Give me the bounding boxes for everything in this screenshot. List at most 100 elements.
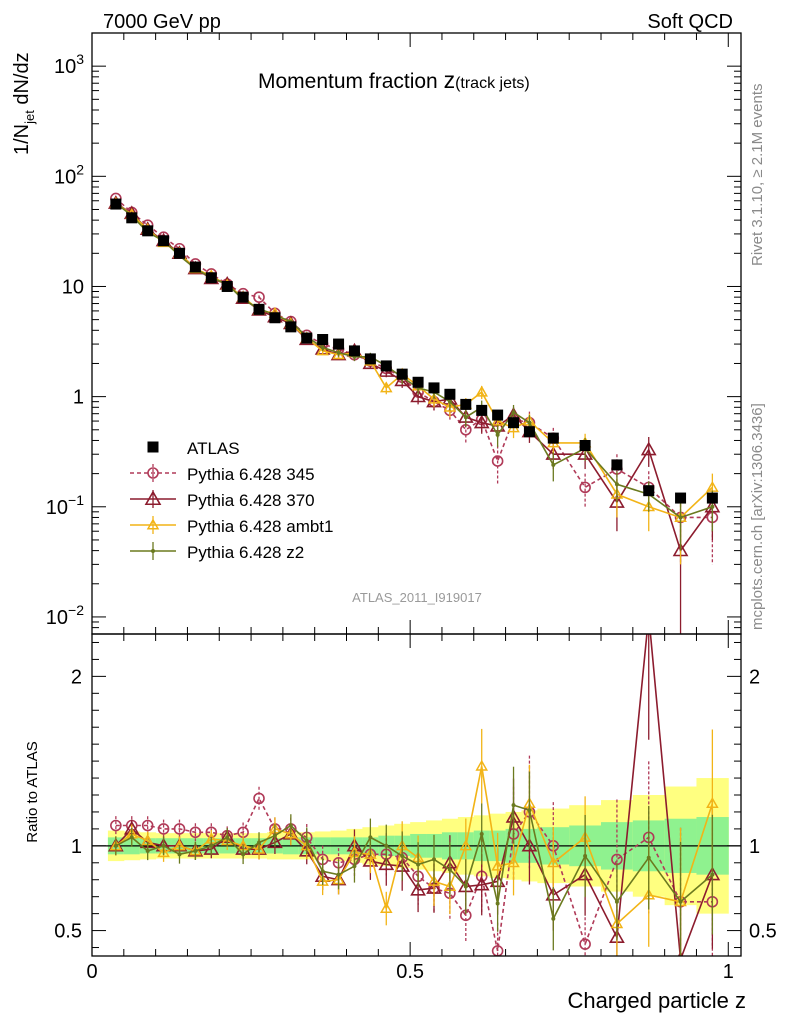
x-tick-label-2: 1 xyxy=(723,961,734,983)
main-mark-3-23 xyxy=(475,385,489,397)
ratio-mark-1-17 xyxy=(378,856,395,871)
ratio-mark-3-32 xyxy=(710,872,715,877)
main-line-1 xyxy=(115,197,713,519)
main-y-label-suffix: dN/dz xyxy=(11,52,33,110)
legend-label-0: ATLAS xyxy=(187,439,240,458)
main-mark-atlas-15 xyxy=(348,345,360,357)
legend-marker-1 xyxy=(147,467,159,479)
main-mark-atlas-7 xyxy=(221,280,233,292)
main-y-label-prefix: 1/N xyxy=(11,124,33,155)
main-mark-atlas-2 xyxy=(142,225,154,237)
ratio-mark-2-25 xyxy=(507,856,520,868)
ratio-axes: 0.5 0.51 12 20 0.5 1 xyxy=(54,633,777,983)
main-mark-atlas-13 xyxy=(317,334,329,346)
ratio-mark-0-5 xyxy=(189,826,202,839)
main-mark-3-21 xyxy=(443,400,457,412)
ratio-mark-3-12 xyxy=(304,838,309,843)
legend-label-3: Pythia 6.428 ambt1 xyxy=(187,517,333,536)
main-ytick-label-0: 10−2 xyxy=(46,602,84,629)
ratio-mark-3-9 xyxy=(257,840,262,845)
ratio-mark-3-14 xyxy=(336,872,341,877)
ratio-mark-3-6 xyxy=(209,843,214,848)
main-ytick-base-4: 10 xyxy=(54,166,76,188)
main-mark-3-17 xyxy=(379,381,393,393)
rivet-label: Rivet 3.1.10, ≥ 2.1M events xyxy=(749,84,766,267)
ratio-mark-3-4 xyxy=(177,852,182,857)
main-mark-atlas-18 xyxy=(396,368,408,380)
ratio-mark-2-9 xyxy=(252,842,266,854)
main-mark-4-25 xyxy=(511,410,516,415)
main-mark-3-13 xyxy=(316,344,329,356)
header-category: Soft QCD xyxy=(647,11,733,33)
main-mark-atlas-28 xyxy=(579,440,591,452)
ratio-mark-2-24 xyxy=(491,859,504,871)
ratio-ytick-label-r-1: 1 xyxy=(749,836,760,858)
main-mark-4-24 xyxy=(495,432,500,437)
main-mark-atlas-29 xyxy=(611,459,623,471)
main-mark-atlas-10 xyxy=(269,312,281,324)
ratio-mark-3-11 xyxy=(288,823,293,828)
ratio-mark-0-2 xyxy=(141,819,154,832)
main-mark-atlas-30 xyxy=(643,485,655,497)
main-mark-atlas-6 xyxy=(205,272,217,284)
ratio-mark-3-3 xyxy=(161,843,166,848)
main-ytick-exp-4: 2 xyxy=(76,161,84,177)
ratio-mark-3-19 xyxy=(416,862,421,867)
ratio-mark-2-11 xyxy=(284,827,298,839)
ratio-mark-1-19 xyxy=(410,881,426,896)
main-mark-atlas-32 xyxy=(706,492,718,504)
x-tick-label-1: 0.5 xyxy=(396,961,424,983)
main-mark-4-14 xyxy=(336,350,341,355)
main-mark-4-13 xyxy=(320,345,325,350)
main-mark-atlas-21 xyxy=(444,388,456,400)
main-title-variable: z xyxy=(444,67,456,93)
ratio-mark-3-26 xyxy=(527,808,532,813)
main-ytick-label-1: 10−1 xyxy=(46,492,84,519)
ratio-ytick-label-r-0: 0.5 xyxy=(749,921,777,943)
main-title: Momentum fraction z(track jets) xyxy=(258,67,530,93)
ratio-mark-2-20 xyxy=(427,874,441,886)
main-mark-atlas-20 xyxy=(428,382,440,394)
main-mark-atlas-23 xyxy=(476,404,488,416)
ratio-mark-3-30 xyxy=(646,855,651,860)
main-ytick-label-4: 102 xyxy=(54,161,84,188)
main-series-layer xyxy=(107,192,721,634)
ratio-mark-3-5 xyxy=(193,848,198,853)
main-ytick-label-5: 103 xyxy=(54,51,84,78)
main-mark-atlas-26 xyxy=(523,426,535,438)
ratio-mark-0-9 xyxy=(253,792,265,805)
ratio-mark-0-4 xyxy=(173,823,186,835)
main-mark-3-20 xyxy=(427,392,441,404)
main-mark-atlas-0 xyxy=(110,198,122,210)
ratio-mark-2-17 xyxy=(379,902,393,914)
ratio-panel xyxy=(92,778,741,914)
main-mark-atlas-16 xyxy=(364,353,376,365)
main-mark-atlas-1 xyxy=(126,212,138,224)
ratio-mark-3-27 xyxy=(551,916,556,921)
ratio-y-label: Ratio to ATLAS xyxy=(24,741,41,842)
main-title-text: Momentum fraction xyxy=(258,70,444,93)
main-mark-4-32 xyxy=(710,504,715,509)
ratio-mark-1-10 xyxy=(267,834,283,849)
ratio-mark-2-32 xyxy=(706,796,719,808)
x-axis-label: Charged particle z xyxy=(567,988,746,1013)
header-energy: 7000 GeV pp xyxy=(103,11,221,33)
ratio-mark-3-20 xyxy=(431,857,436,862)
ratio-series-layer xyxy=(107,609,721,956)
main-mark-2-30 xyxy=(640,441,657,456)
ratio-mark-0-28 xyxy=(579,938,591,950)
main-ytick-label-2: 1 xyxy=(73,387,84,409)
ratio-mark-3-31 xyxy=(678,899,683,904)
legend-marker-4 xyxy=(151,549,155,553)
ratio-mark-1-30 xyxy=(642,609,655,620)
ratio-mark-3-21 xyxy=(447,867,452,872)
ratio-line-1 xyxy=(115,634,714,956)
ratio-mark-3-10 xyxy=(272,833,277,838)
ratio-mark-2-16 xyxy=(364,847,377,859)
ratio-mark-3-7 xyxy=(225,835,230,840)
main-ytick-base-2: 1 xyxy=(73,387,84,409)
main-ytick-exp-1: −1 xyxy=(68,492,84,508)
ratio-mark-3-15 xyxy=(352,864,357,869)
